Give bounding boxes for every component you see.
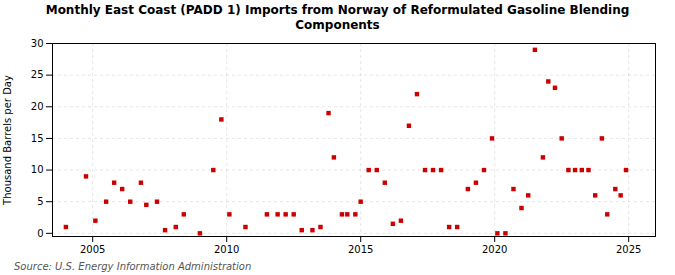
svg-text:15: 15: [31, 133, 44, 144]
svg-text:2010: 2010: [214, 244, 239, 255]
svg-text:30: 30: [31, 38, 44, 49]
svg-text:2020: 2020: [482, 244, 507, 255]
html-text:Source: U.S. Energy Informatio: Source: U.S. Energy Information Administ…: [14, 261, 252, 272]
svg-text:0: 0: [37, 228, 43, 239]
svg-text:2015: 2015: [348, 244, 373, 255]
html-text:Monthly East Coast (PADD 1) Im: Monthly East Coast (PADD 1) Imports from…: [45, 3, 630, 32]
svg-text:25: 25: [31, 69, 44, 80]
svg-text:20: 20: [31, 101, 44, 112]
svg-text:Thousand Barrels per Day: Thousand Barrels per Day: [2, 75, 13, 206]
svg-text:2005: 2005: [80, 244, 105, 255]
svg-text:5: 5: [37, 196, 43, 207]
svg-text:2025: 2025: [616, 244, 641, 255]
svg-text:10: 10: [31, 164, 44, 175]
